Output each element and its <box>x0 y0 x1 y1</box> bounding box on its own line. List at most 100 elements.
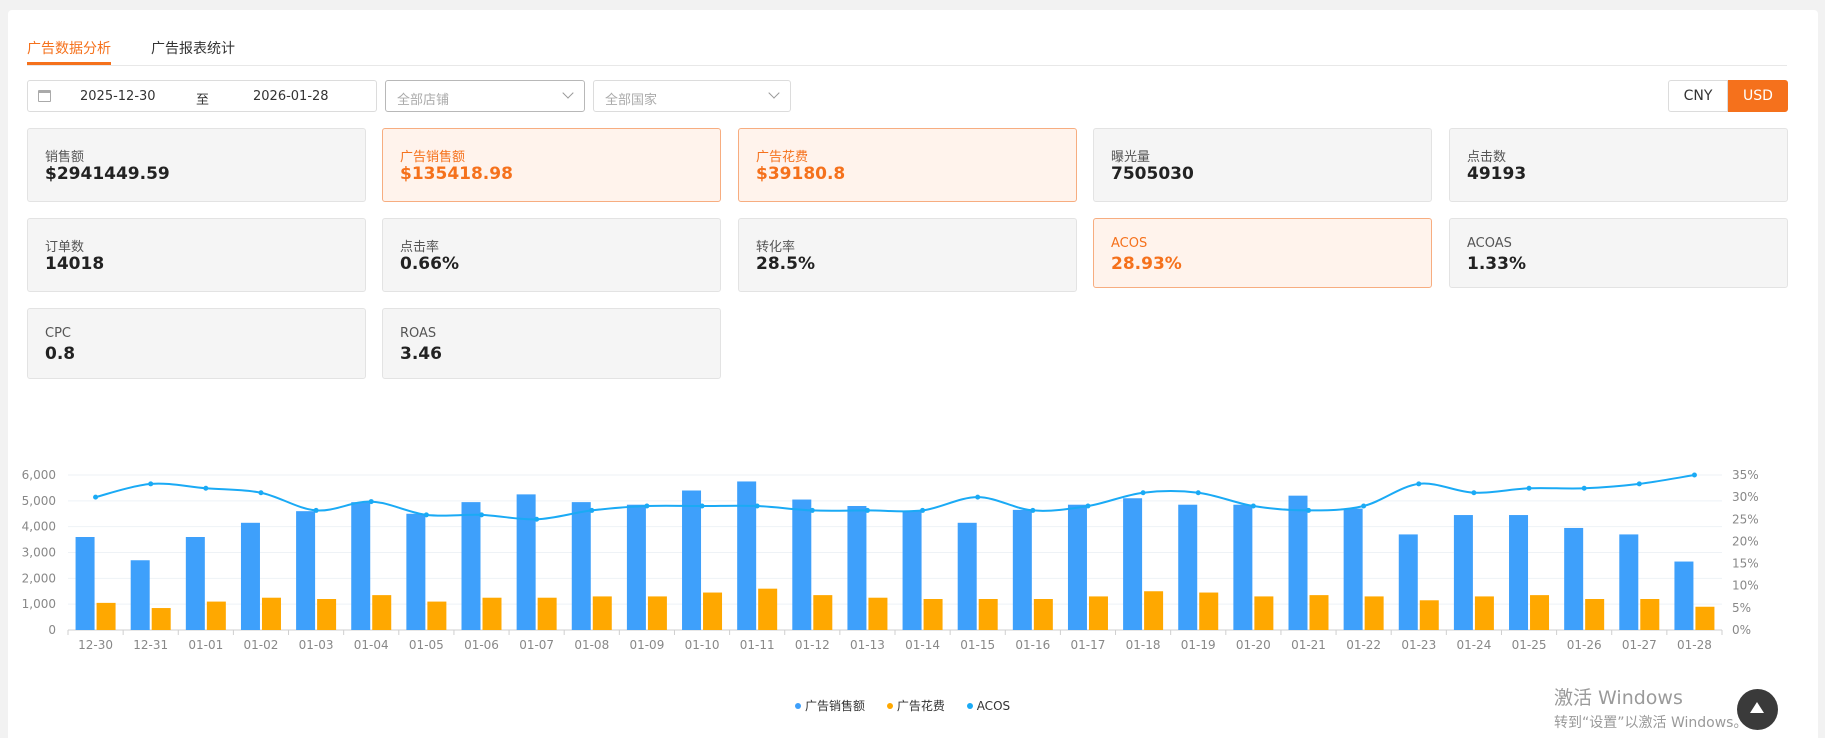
metric-card-conversion-rate[interactable]: 转化率 28.5% <box>738 218 1077 292</box>
date-range-picker[interactable]: 2025-12-30 至 2026-01-28 <box>27 80 377 112</box>
start-date[interactable]: 2025-12-30 <box>80 89 156 104</box>
metric-card-impressions[interactable]: 曝光量 7505030 <box>1093 128 1432 202</box>
bar-ad-spend <box>1419 600 1439 630</box>
metric-label: ACOS <box>1111 236 1148 251</box>
metric-label: ACOAS <box>1467 236 1512 251</box>
bar-ad-spend <box>1033 599 1053 630</box>
point-acos <box>1691 472 1697 478</box>
x-tick-label: 01-07 <box>519 638 554 652</box>
end-date[interactable]: 2026-01-28 <box>253 89 329 104</box>
bar-ad-sales <box>1453 515 1473 630</box>
x-tick-label: 01-15 <box>960 638 995 652</box>
bar-ad-spend <box>1144 591 1164 630</box>
tab-ad-report-stats[interactable]: 广告报表统计 <box>151 41 235 57</box>
point-acos <box>1361 503 1367 509</box>
y2-tick-label: 15% <box>1732 557 1759 571</box>
y-tick-label: 0 <box>48 623 56 637</box>
back-to-top-button[interactable] <box>1737 689 1778 730</box>
bar-ad-spend <box>1364 596 1384 630</box>
bar-ad-sales <box>406 513 426 630</box>
point-acos <box>1526 485 1532 491</box>
currency-toggle: CNY USD <box>1668 80 1788 112</box>
bar-ad-spend <box>1530 595 1550 630</box>
bar-ad-sales <box>1509 515 1529 630</box>
x-tick-label: 01-12 <box>795 638 830 652</box>
bar-ad-spend <box>1254 596 1274 630</box>
y-tick-label: 2,000 <box>22 571 56 585</box>
legend-item-acos[interactable]: ACOS <box>966 699 1011 713</box>
bar-ad-sales <box>1674 561 1694 630</box>
metric-label: 曝光量 <box>1111 150 1151 165</box>
metric-card-sales: 销售额 $2941449.59 <box>27 128 366 202</box>
metric-card-roas[interactable]: ROAS 3.46 <box>382 308 721 379</box>
bar-ad-spend <box>261 597 281 630</box>
x-tick-label: 01-04 <box>354 638 389 652</box>
metric-card-ad-spend[interactable]: 广告花费 $39180.8 <box>738 128 1077 202</box>
chevron-down-icon <box>768 87 780 99</box>
point-acos <box>423 512 429 518</box>
calendar-icon <box>38 90 51 102</box>
shop-select[interactable]: 全部店铺 <box>385 80 585 112</box>
point-acos <box>258 490 264 496</box>
metric-card-ad-sales[interactable]: 广告销售额 $135418.98 <box>382 128 721 202</box>
point-acos <box>864 507 870 513</box>
metric-card-acoas[interactable]: ACOAS 1.33% <box>1449 218 1788 288</box>
point-acos <box>1250 503 1256 509</box>
y2-tick-label: 10% <box>1732 579 1759 593</box>
bar-ad-spend <box>813 595 833 630</box>
bar-ad-sales <box>516 494 536 630</box>
metric-value: $39180.8 <box>756 164 846 184</box>
country-select[interactable]: 全部国家 <box>593 80 791 112</box>
bar-ad-sales <box>737 481 757 630</box>
legend-item-ad-spend[interactable]: 广告花费 <box>886 697 945 714</box>
x-tick-label: 01-28 <box>1677 638 1712 652</box>
point-acos <box>1416 481 1422 487</box>
x-tick-label: 01-21 <box>1291 638 1326 652</box>
point-acos <box>1140 490 1146 496</box>
point-acos <box>1030 507 1036 513</box>
metric-value: 14018 <box>45 254 105 274</box>
point-acos <box>148 481 154 487</box>
point-acos <box>975 494 981 500</box>
metric-card-ctr[interactable]: 点击率 0.66% <box>382 218 721 292</box>
metric-label: 点击率 <box>400 240 440 255</box>
x-tick-label: 01-03 <box>299 638 334 652</box>
metric-value: 28.93% <box>1111 254 1182 274</box>
point-acos <box>534 516 540 522</box>
metric-card-cpc[interactable]: CPC 0.8 <box>27 308 366 379</box>
bar-ad-spend <box>206 601 226 630</box>
bar-ad-spend <box>647 596 667 630</box>
bar-ad-sales <box>1012 509 1032 630</box>
bar-ad-sales <box>130 560 150 630</box>
x-tick-label: 01-09 <box>629 638 664 652</box>
point-acos <box>1195 490 1201 496</box>
windows-activation-watermark: 激活 Windows 转到“设置”以激活 Windows。 <box>1554 683 1747 732</box>
watermark-subtitle: 转到“设置”以激活 Windows。 <box>1554 715 1748 731</box>
metric-value: 49193 <box>1467 164 1527 184</box>
bar-ad-spend <box>317 599 337 630</box>
y-tick-label: 4,000 <box>22 520 56 534</box>
metric-label: 点击数 <box>1467 150 1507 165</box>
metric-label: 广告销售额 <box>400 150 466 165</box>
metric-value: $2941449.59 <box>45 164 170 184</box>
x-tick-label: 12-31 <box>133 638 168 652</box>
metric-card-acos[interactable]: ACOS 28.93% <box>1093 218 1432 288</box>
metric-value: 0.66% <box>400 254 459 274</box>
currency-usd-button[interactable]: USD <box>1728 80 1788 112</box>
legend-label: 广告销售额 <box>805 699 866 713</box>
bar-ad-spend <box>1309 595 1329 630</box>
x-tick-label: 01-20 <box>1236 638 1271 652</box>
legend-item-ad-sales[interactable]: 广告销售额 <box>795 697 865 714</box>
legend-label: ACOS <box>976 699 1011 713</box>
bar-ad-sales <box>957 522 977 630</box>
point-acos <box>1471 490 1477 496</box>
legend-dot <box>886 702 893 709</box>
tab-ad-data-analysis[interactable]: 广告数据分析 <box>27 41 111 57</box>
y-tick-label: 3,000 <box>22 546 56 560</box>
metric-label: 销售额 <box>45 150 85 165</box>
bar-ad-sales <box>75 537 95 630</box>
bar-ad-sales <box>1619 534 1639 630</box>
metric-card-clicks[interactable]: 点击数 49193 <box>1449 128 1788 202</box>
metric-value: 7505030 <box>1111 164 1194 184</box>
currency-cny-button[interactable]: CNY <box>1668 80 1728 112</box>
